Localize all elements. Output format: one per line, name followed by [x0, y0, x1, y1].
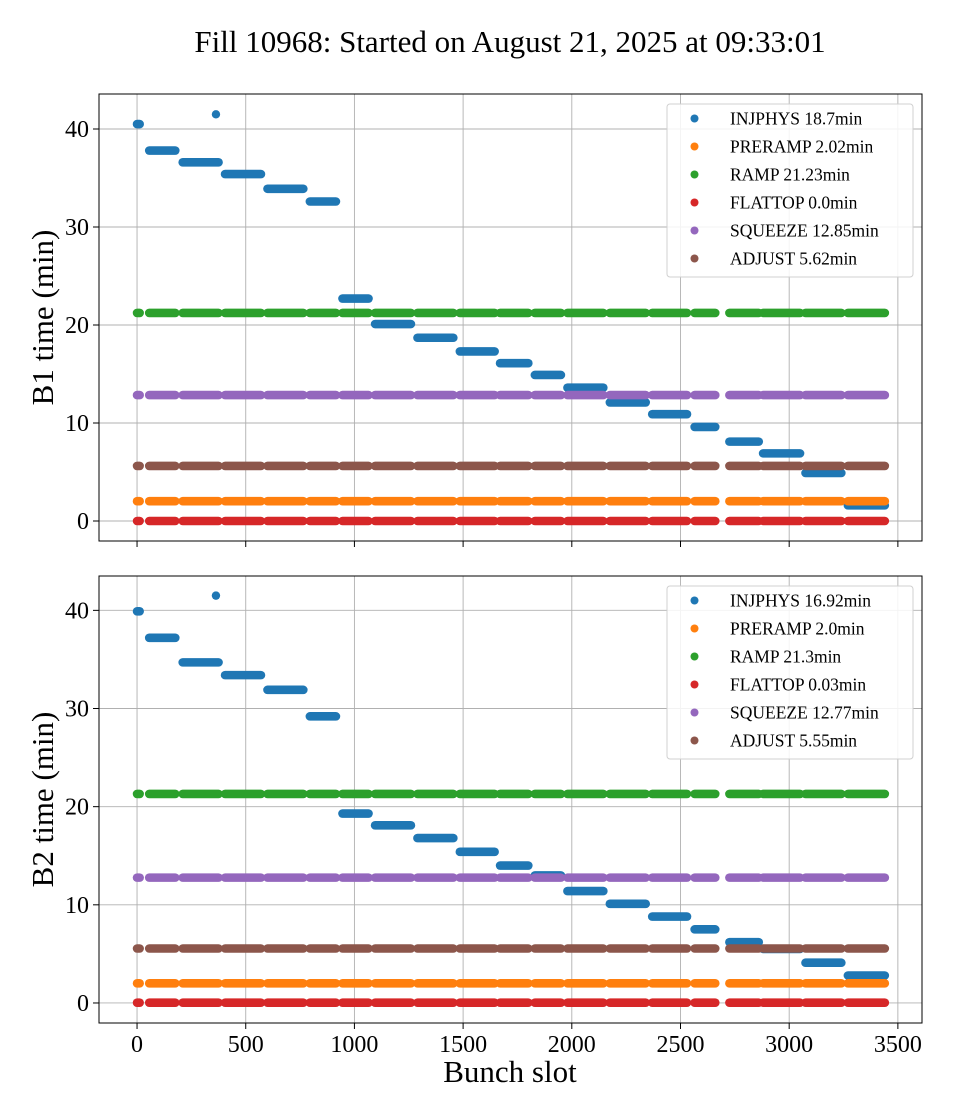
x-tick-label: 3000	[765, 1032, 813, 1058]
legend-item: RAMP 21.23min	[690, 165, 850, 185]
y-tick-label: 10	[65, 893, 89, 919]
axes-frame	[98, 93, 923, 542]
y-tick-label: 30	[65, 215, 89, 241]
legend-marker	[690, 170, 699, 179]
y-tick-label: 40	[65, 598, 89, 624]
legend-marker	[690, 708, 699, 717]
chart-title: Fill 10968: Started on August 21, 2025 a…	[194, 24, 825, 59]
bunch-point-injphys	[211, 591, 221, 600]
y-tick-label: 30	[65, 697, 89, 723]
legend-marker	[690, 736, 699, 745]
legend-item: RAMP 21.3min	[690, 647, 841, 667]
series-injphys	[132, 110, 890, 510]
legend-item: FLATTOP 0.0min	[690, 193, 858, 213]
x-tick-label: 3500	[874, 1032, 922, 1058]
legend: INJPHYS 16.92min PRERAMP 2.0min RAMP 21.3m…	[666, 585, 914, 760]
legend-marker	[690, 680, 699, 689]
legend-label: SQUEEZE 12.85min	[730, 221, 879, 241]
y-tick-label: 10	[65, 411, 89, 437]
legend-label: ADJUST 5.55min	[730, 731, 857, 751]
legend-item: FLATTOP 0.03min	[690, 675, 866, 695]
y-tick-label: 20	[65, 313, 89, 339]
legend-label: FLATTOP 0.03min	[730, 675, 866, 695]
legend-marker	[690, 114, 699, 123]
legend-marker	[690, 624, 699, 633]
x-tick-label: 0	[131, 1032, 143, 1058]
legend-item: PRERAMP 2.0min	[690, 619, 865, 639]
legend-label: INJPHYS 18.7min	[730, 109, 862, 129]
x-tick-label: 2500	[656, 1032, 704, 1058]
x-tick-label: 500	[228, 1032, 264, 1058]
legend-label: FLATTOP 0.0min	[730, 193, 858, 213]
axes-frame	[98, 575, 923, 1024]
x-tick-label: 2000	[548, 1032, 596, 1058]
series-injphys	[132, 591, 890, 980]
x-tick-label: 1000	[330, 1032, 378, 1058]
x-tick-label: 1500	[439, 1032, 487, 1058]
y-axis-label: B2 time (min)	[25, 712, 60, 888]
legend-marker	[690, 596, 699, 605]
y-tick-label: 0	[77, 991, 89, 1017]
legend-label: PRERAMP 2.02min	[730, 137, 874, 157]
legend-marker	[690, 254, 699, 263]
legend-marker	[690, 142, 699, 151]
legend-marker	[690, 652, 699, 661]
legend-box	[666, 585, 914, 760]
panel-1: 0 10 20 30 40 B1 time (min) INJPHYS 18.7min PRE…	[25, 93, 923, 547]
legend-marker	[690, 198, 699, 207]
legend-item: ADJUST 5.55min	[690, 731, 857, 751]
legend-item: SQUEEZE 12.77min	[690, 703, 879, 723]
legend-label: RAMP 21.23min	[730, 165, 850, 185]
legend-item: INJPHYS 16.92min	[690, 591, 871, 611]
legend-item: INJPHYS 18.7min	[690, 109, 862, 129]
y-axis-label: B1 time (min)	[25, 230, 60, 406]
legend-item: ADJUST 5.62min	[690, 249, 857, 269]
bunch-point-injphys	[211, 110, 221, 119]
legend-label: INJPHYS 16.92min	[730, 591, 871, 611]
legend-marker	[690, 226, 699, 235]
y-tick-label: 40	[65, 117, 89, 143]
x-axis-label: Bunch slot	[443, 1054, 577, 1089]
legend-item: SQUEEZE 12.85min	[690, 221, 879, 241]
panel-2: 0 500 1000 1500 2000 2500 3000 3500 0 10 20 30 40 B2 …	[25, 575, 923, 1058]
legend-item: PRERAMP 2.02min	[690, 137, 874, 157]
legend-box	[666, 103, 914, 278]
legend-label: SQUEEZE 12.77min	[730, 703, 879, 723]
legend-label: PRERAMP 2.0min	[730, 619, 865, 639]
y-tick-label: 0	[77, 509, 89, 535]
legend: INJPHYS 18.7min PRERAMP 2.02min RAMP 21.23…	[666, 103, 914, 278]
legend-label: RAMP 21.3min	[730, 647, 841, 667]
y-tick-label: 20	[65, 795, 89, 821]
legend-label: ADJUST 5.62min	[730, 249, 857, 269]
